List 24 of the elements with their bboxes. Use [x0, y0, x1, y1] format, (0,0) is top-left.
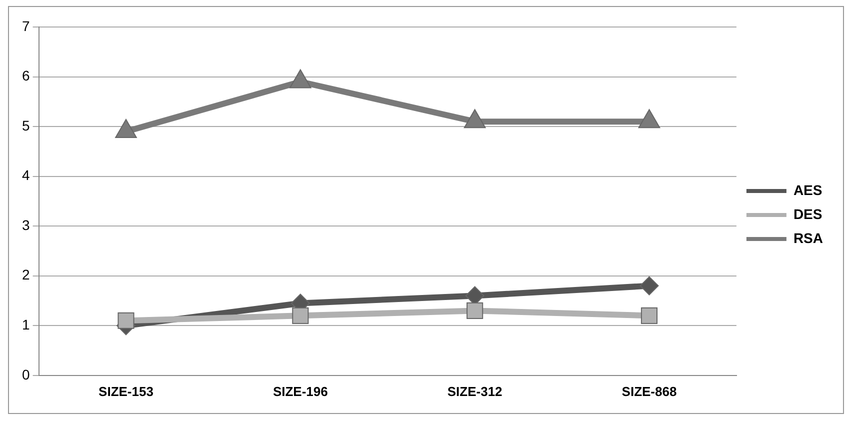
- y-tick-label: 3: [22, 216, 30, 233]
- y-tick-label: 2: [22, 266, 30, 283]
- point: [640, 307, 658, 324]
- point: [115, 119, 137, 138]
- legend-label: DES: [793, 206, 822, 222]
- point: [118, 312, 134, 329]
- point: [466, 302, 484, 319]
- point: [638, 109, 660, 128]
- y-tick-label: 7: [22, 18, 30, 34]
- y-tick-label: 1: [22, 316, 30, 332]
- x-tick-label: SIZE-868: [622, 384, 677, 399]
- x-tick-label: SIZE-196: [272, 384, 328, 399]
- point: [640, 276, 659, 296]
- y-tick-label: 5: [22, 117, 30, 134]
- point: [292, 307, 309, 324]
- x-tick-label: SIZE-312: [447, 384, 502, 399]
- legend-label: RSA: [793, 230, 824, 246]
- y-tick-label: 0: [22, 366, 30, 382]
- x-tick-label: SIZE-153: [98, 384, 154, 399]
- y-tick-label: 4: [22, 167, 30, 184]
- y-tick-label: 6: [22, 68, 30, 84]
- point: [464, 109, 486, 128]
- point: [290, 69, 312, 88]
- legend-label: AES: [793, 182, 822, 198]
